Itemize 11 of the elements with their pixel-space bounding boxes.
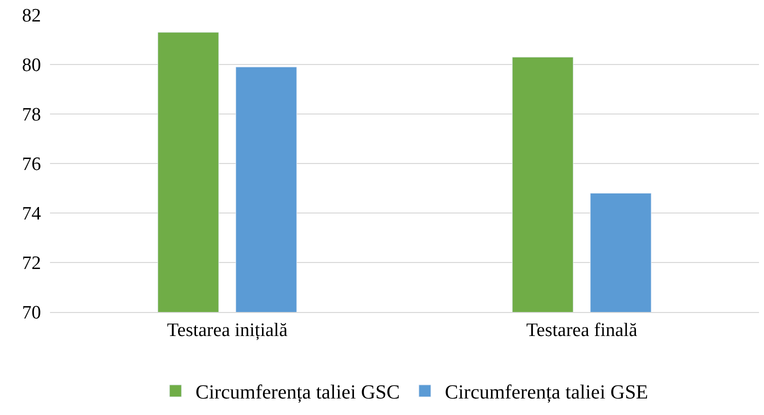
legend-label: Circumferența taliei GSC	[196, 382, 400, 404]
y-tick-label: 78	[22, 104, 41, 126]
y-tick-label: 80	[22, 55, 41, 76]
y-tick-label: 82	[22, 6, 41, 27]
y-tick-label: 72	[22, 253, 41, 274]
legend-label: Circumferența taliei GSE	[444, 382, 648, 404]
y-tick-label: 76	[22, 154, 41, 176]
x-tick-label: Testarea inițială	[166, 320, 288, 341]
y-tick-label: 70	[22, 302, 41, 324]
x-tick-label: Testarea finală	[526, 320, 638, 341]
y-tick-label: 74	[22, 204, 42, 225]
